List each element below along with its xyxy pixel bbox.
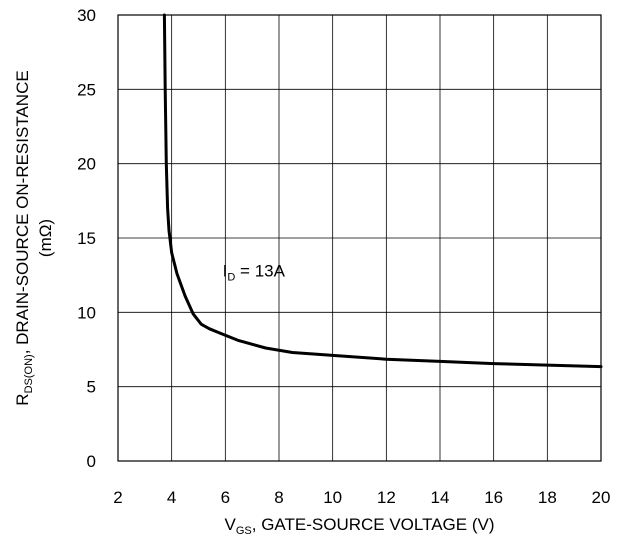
x-tick-label: 8 xyxy=(274,488,283,507)
y-axis-label-suffix: , DRAIN-SOURCE ON-RESISTANCE xyxy=(13,70,32,354)
annotation-prefix: I xyxy=(223,262,228,281)
series-layer xyxy=(162,13,603,369)
y-tick-label: 0 xyxy=(87,452,96,471)
x-tick-label: 2 xyxy=(113,488,122,507)
y-axis-label-sub: DS(ON) xyxy=(23,354,35,393)
y-axis-label-unit: (mΩ) xyxy=(36,219,55,257)
x-tick-label: 12 xyxy=(377,488,396,507)
x-tick-label: 14 xyxy=(431,488,450,507)
y-axis-label: RDS(ON), DRAIN-SOURCE ON-RESISTANCE (mΩ) xyxy=(13,70,55,405)
annotation-sub: D xyxy=(227,272,235,284)
y-tick-label: 10 xyxy=(77,303,96,322)
y-axis-label-line1: RDS(ON), DRAIN-SOURCE ON-RESISTANCE xyxy=(13,70,35,405)
x-tick-label: 10 xyxy=(323,488,342,507)
series-line xyxy=(162,13,603,369)
x-tick-label: 6 xyxy=(221,488,230,507)
x-axis-label-sub: GS xyxy=(236,525,252,537)
x-axis-label-prefix: V xyxy=(225,515,237,534)
x-tick-label: 4 xyxy=(167,488,176,507)
annotation-suffix: = 13A xyxy=(235,262,285,281)
y-axis-label-prefix: R xyxy=(13,393,32,405)
y-tick-label: 20 xyxy=(77,155,96,174)
x-tick-label: 20 xyxy=(592,488,611,507)
x-tick-label: 16 xyxy=(484,488,503,507)
x-axis-label: VGS, GATE-SOURCE VOLTAGE (V) xyxy=(225,515,495,537)
y-tick-label: 15 xyxy=(77,229,96,248)
plot-frame xyxy=(117,14,602,462)
y-tick-label: 30 xyxy=(77,6,96,25)
y-tick-label: 25 xyxy=(77,80,96,99)
y-tick-label: 5 xyxy=(87,378,96,397)
x-axis-label-suffix: , GATE-SOURCE VOLTAGE (V) xyxy=(252,515,495,534)
current-annotation: ID = 13A xyxy=(223,262,286,284)
tick-labels: 2 4 6 8 10 12 14 16 18 20 0 5 10 15 20 25 30 xyxy=(77,6,610,507)
grid xyxy=(118,15,601,461)
x-tick-label: 18 xyxy=(538,488,557,507)
